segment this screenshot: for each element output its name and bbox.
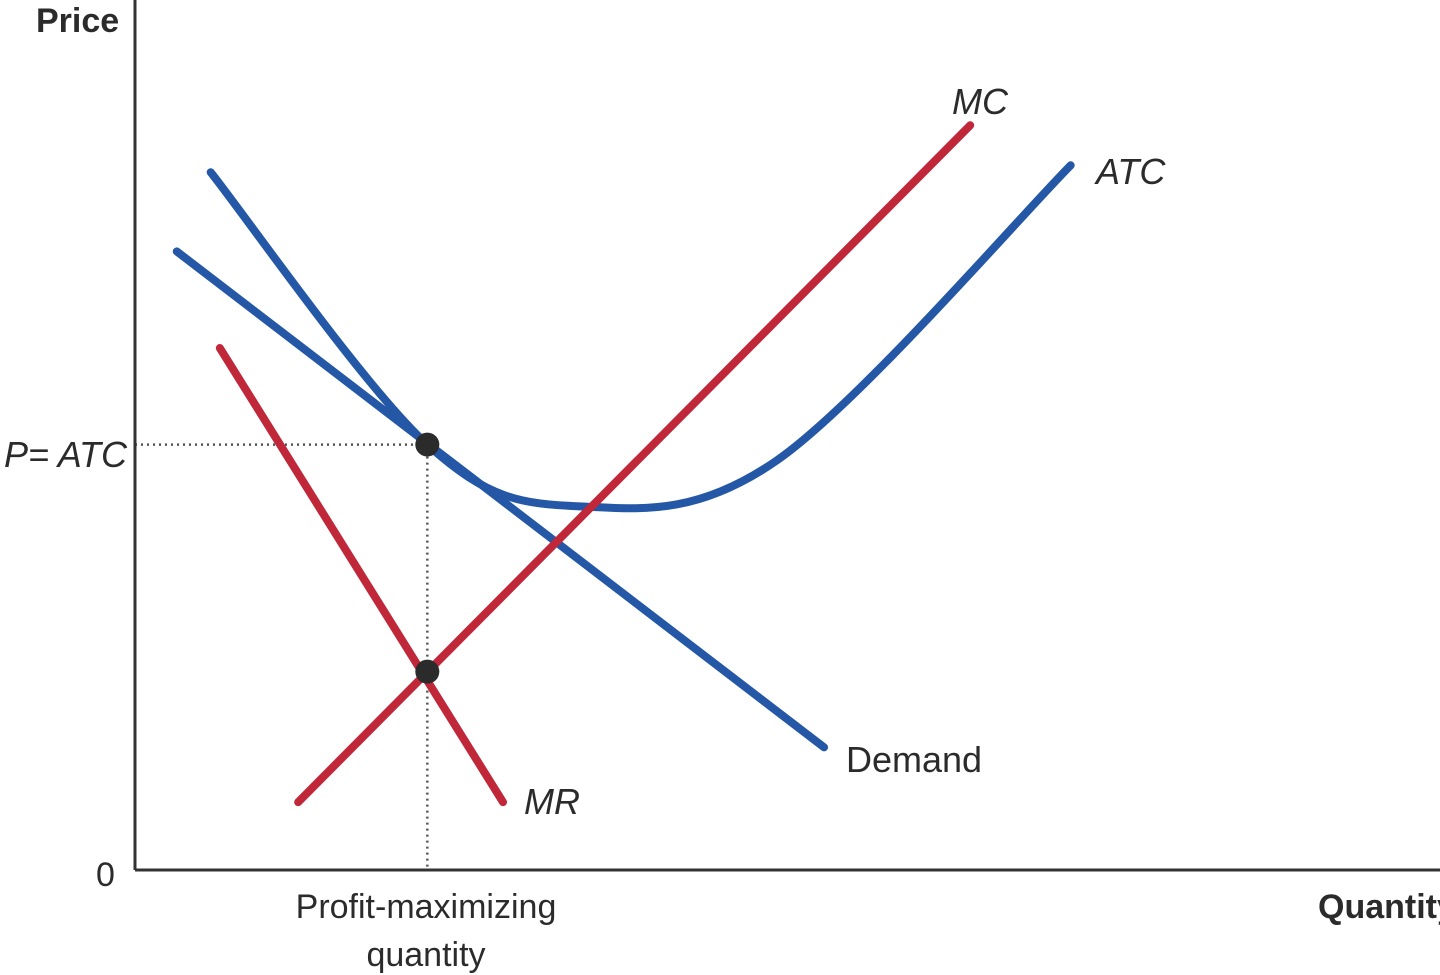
point-marker-mc-mr — [415, 659, 440, 684]
point-marker-p-atc — [415, 432, 440, 457]
price-tick-label: P= ATC — [4, 434, 128, 475]
y-axis-label: Price — [36, 2, 119, 40]
series-label-mr: MR — [524, 781, 580, 822]
series-label-atc: ATC — [1094, 151, 1166, 192]
series-line-mr — [215, 344, 508, 807]
dotted-guides — [135, 443, 429, 870]
quantity-tick-label-line2: quantity — [366, 936, 485, 974]
series-line-mc — [294, 121, 975, 807]
equilibrium-markers — [415, 432, 440, 684]
x-axis-label: Quantity — [1318, 888, 1440, 926]
axes — [133, 0, 1440, 872]
series-label-mc: MC — [952, 81, 1009, 122]
quantity-tick-label-line1: Profit-maximizing — [296, 888, 557, 926]
origin-label: 0 — [96, 856, 115, 894]
series-label-demand: Demand — [846, 739, 982, 780]
curves — [172, 121, 1075, 807]
series-line-demand — [172, 247, 829, 752]
